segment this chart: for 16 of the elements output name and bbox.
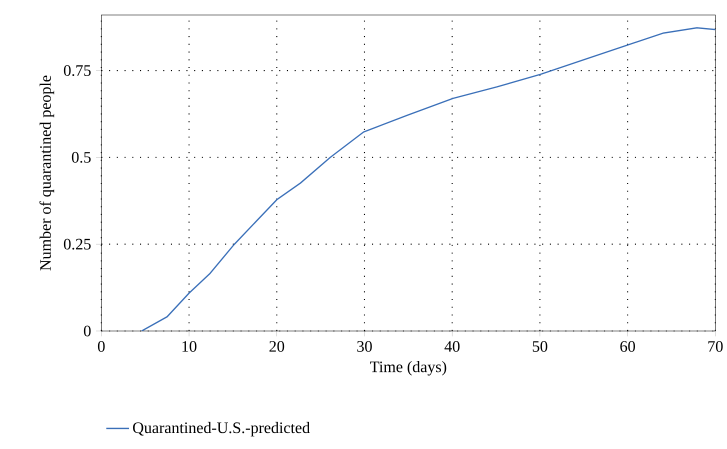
y-tick-label: 0 [84, 326, 91, 336]
x-tick-label: 10 [182, 341, 196, 352]
line-series [141, 27, 716, 331]
x-tick-label: 0 [98, 341, 105, 352]
y-tick-label: 0.25 [64, 238, 91, 250]
y-axis-title: Number of quarantined people [39, 76, 54, 270]
y-tick-label: 0.5 [72, 152, 91, 163]
x-tick-label: 70 [708, 341, 723, 352]
legend-label: Quarantined-U.S.-predicted [133, 422, 310, 436]
x-tick-label: 20 [269, 341, 284, 352]
x-tick-label: 30 [357, 341, 372, 352]
x-tick-label: 60 [620, 341, 635, 352]
y-tick-label: 0.75 [64, 65, 91, 76]
x-axis-title: Time (days) [370, 360, 446, 376]
x-tick-label: 40 [444, 341, 460, 352]
x-tick-label: 50 [532, 341, 548, 352]
